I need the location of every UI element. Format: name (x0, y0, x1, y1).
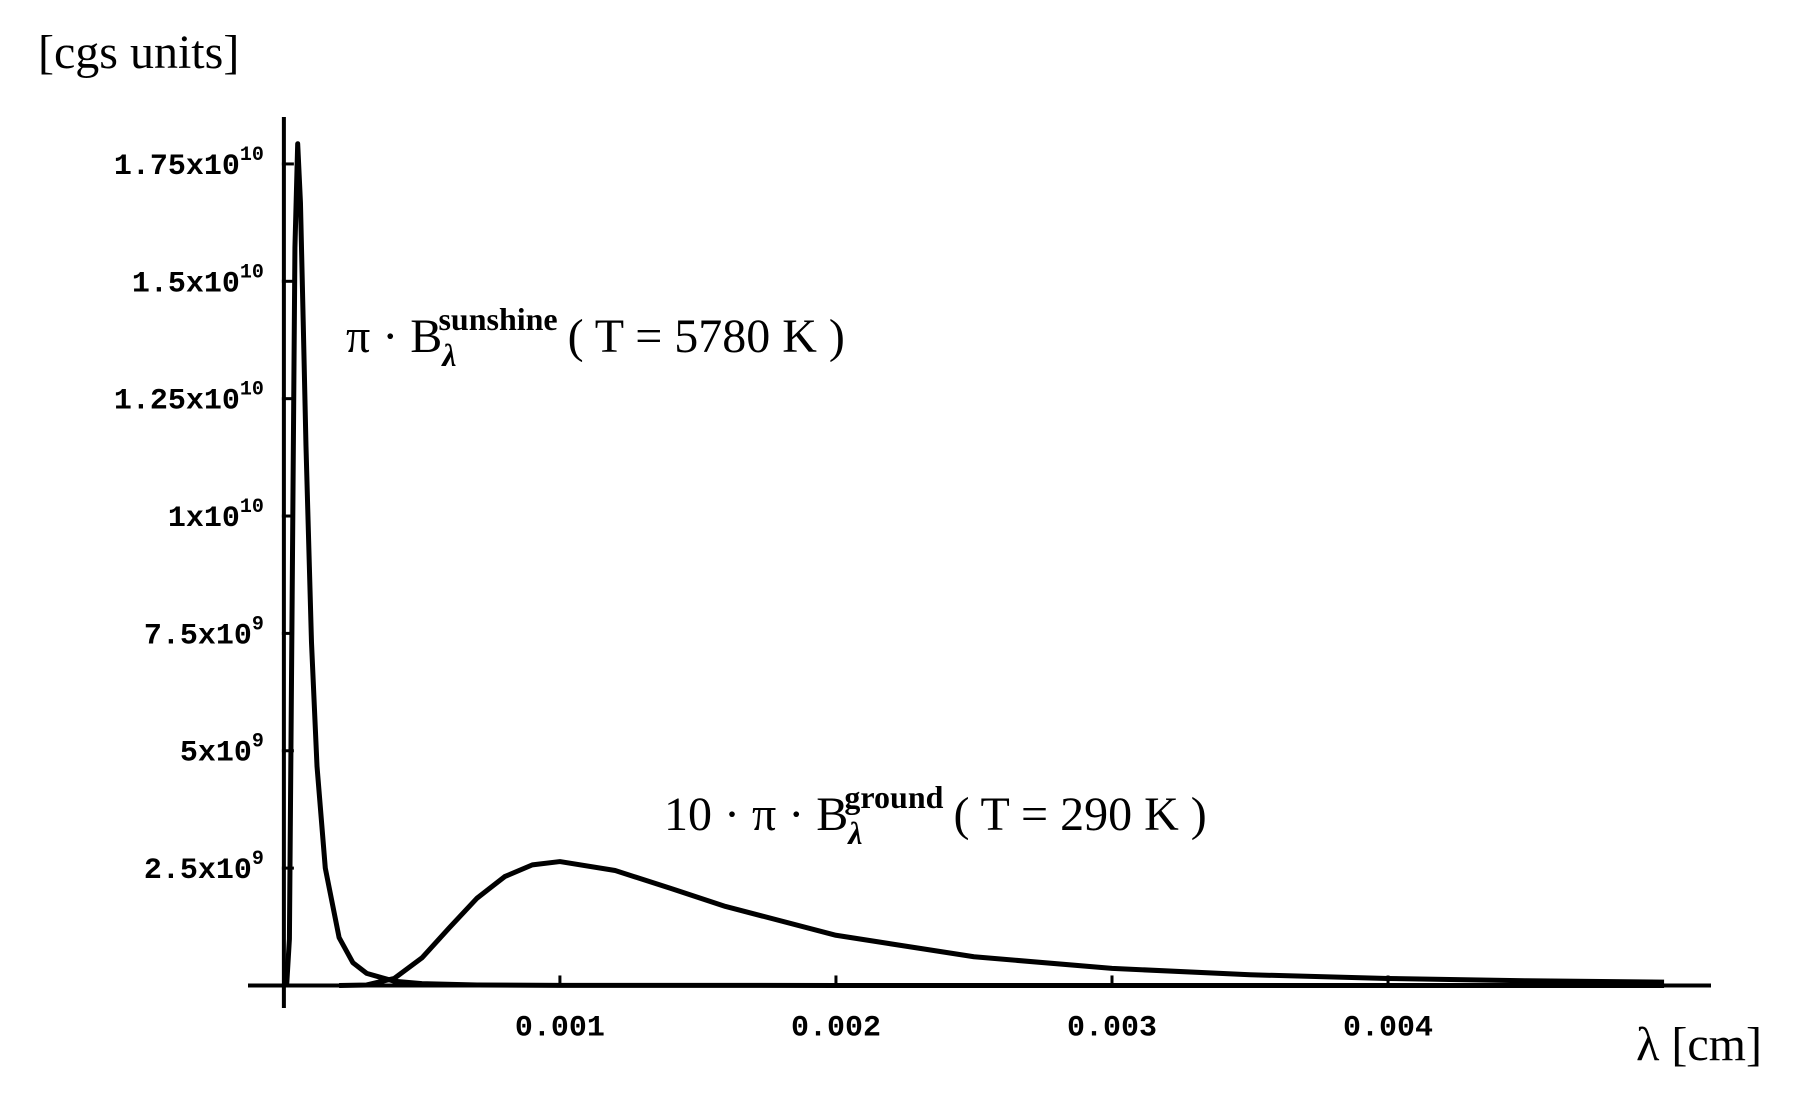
y-tick-label: 1.5x1010 (132, 261, 264, 301)
y-tick-label-exponent: 9 (252, 848, 264, 871)
x-tick-label: 0.002 (791, 1011, 881, 1045)
y-tick-label: 1.75x1010 (114, 144, 264, 184)
y-tick-label: 2.5x109 (144, 848, 264, 888)
y-tick-label-base: 1x10 (168, 502, 240, 536)
data-line (284, 141, 1665, 988)
annotation-sup: sunshine (438, 301, 557, 337)
y-tick-label-base: 7.5x10 (144, 619, 252, 653)
x-tick-label: 0.001 (515, 1011, 605, 1045)
y-axis-label: [cgs units] (38, 26, 239, 79)
annotation-sup: ground (844, 779, 943, 815)
x-tick-label: 0.004 (1343, 1011, 1433, 1045)
y-tick-label-exponent: 9 (252, 613, 264, 636)
y-tick-label-exponent: 9 (252, 731, 264, 754)
y-tick-label-exponent: 10 (240, 496, 264, 519)
annotation: 10 · π · Bλground ( T = 290 K ) (664, 779, 1207, 851)
annotation-tail: ( T = 5780 K ) (568, 310, 845, 363)
y-tick-label-base: 1.75x10 (114, 150, 240, 184)
y-tick-label-exponent: 10 (240, 144, 264, 167)
x-axis-label: λ [cm] (1636, 1018, 1762, 1071)
y-tick-label-base: 1.5x10 (132, 267, 240, 301)
y-tick-label: 1.25x1010 (114, 379, 264, 419)
y-tick-label-exponent: 10 (240, 379, 264, 402)
y-tick-label-base: 5x10 (180, 737, 252, 771)
annotation-tail: ( T = 290 K ) (953, 788, 1206, 841)
y-tick-label-exponent: 10 (240, 261, 264, 284)
y-tick-label: 7.5x109 (144, 613, 264, 653)
y-tick-label: 5x109 (180, 731, 264, 771)
annotation-sub: λ (846, 815, 862, 851)
annotation-main: π · B (346, 310, 442, 363)
annotation: π · Bλsunshine ( T = 5780 K ) (346, 301, 845, 373)
annotation-main: 10 · π · B (664, 788, 848, 841)
y-tick-label-base: 1.25x10 (114, 385, 240, 419)
x-tick-label: 0.003 (1067, 1011, 1157, 1045)
annotation-sub: λ (440, 337, 456, 373)
y-tick-label: 1x1010 (168, 496, 264, 536)
y-tick-label-base: 2.5x10 (144, 854, 252, 888)
data-line (339, 859, 1665, 988)
